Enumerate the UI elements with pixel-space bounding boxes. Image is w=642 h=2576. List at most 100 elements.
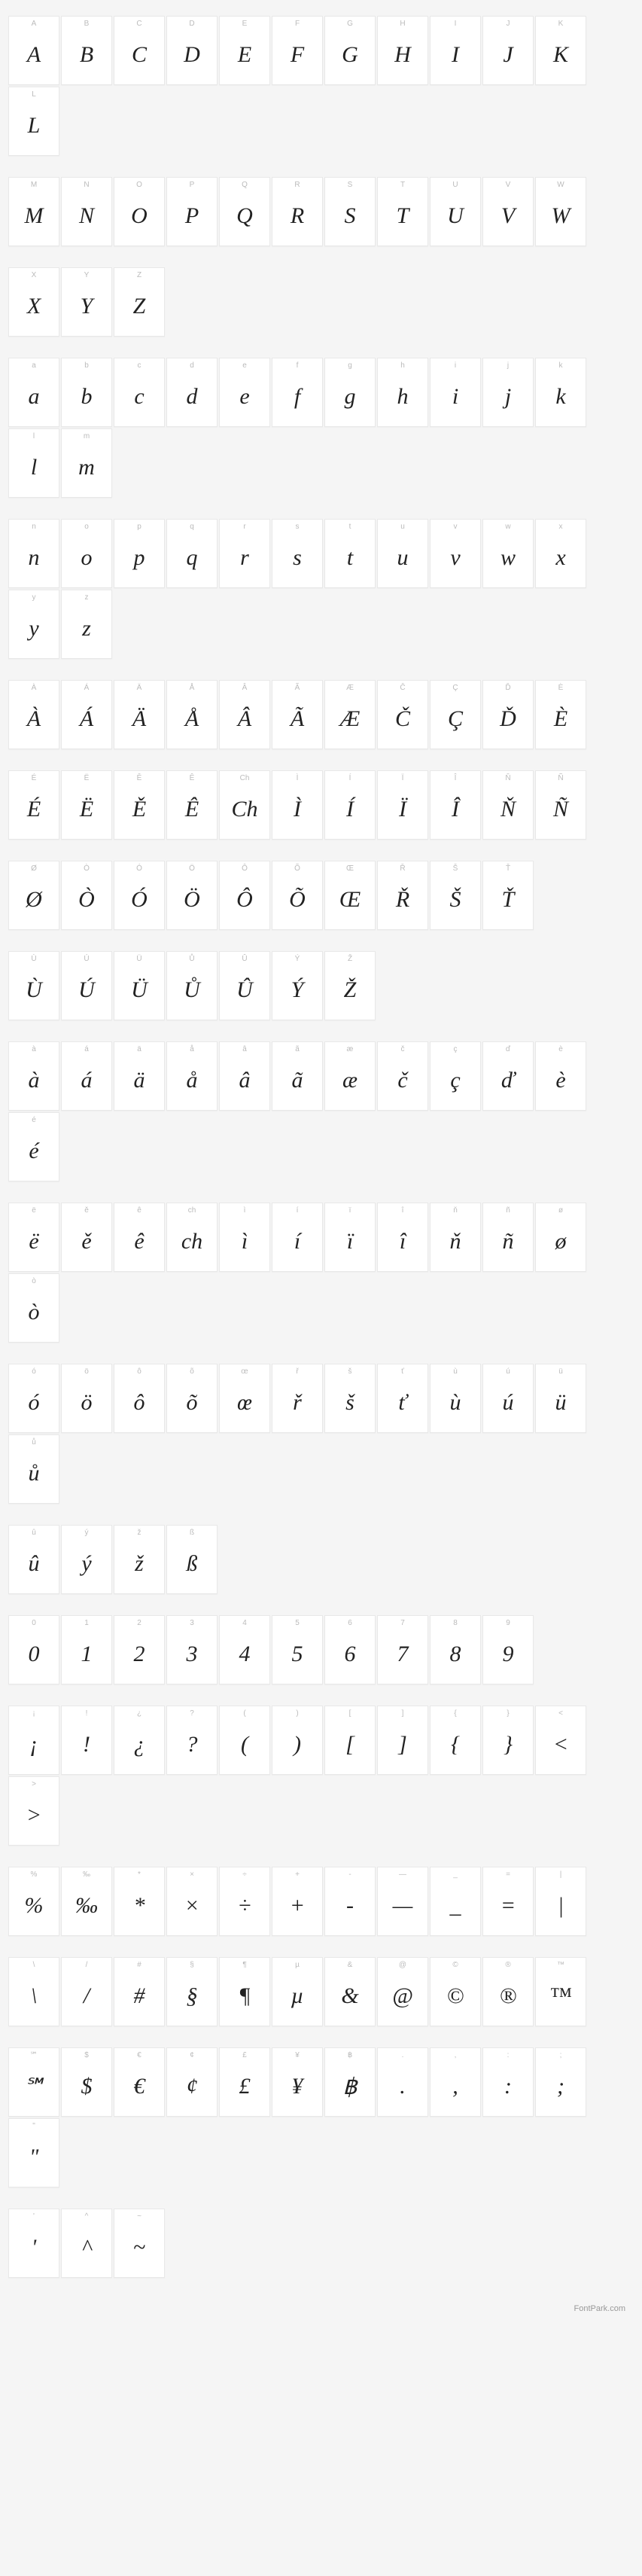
glyph-grid: AABBCCDDEEFFGGHHIIJJKKLLMMNNOOPPQQRRSSTT… bbox=[8, 15, 634, 2298]
glyph-cell: —— bbox=[377, 1867, 428, 1936]
glyph-cell: ÖÖ bbox=[166, 861, 218, 930]
glyph-char: Ì bbox=[272, 786, 322, 839]
glyph-cell: ûû bbox=[8, 1525, 59, 1594]
glyph-label: ň bbox=[431, 1203, 480, 1218]
footer-credit: FontPark.com bbox=[8, 2298, 634, 2313]
glyph-label: K bbox=[536, 17, 586, 32]
glyph-char: ' bbox=[9, 2224, 59, 2277]
glyph-cell: ÅÅ bbox=[166, 680, 218, 749]
glyph-char: * bbox=[114, 1882, 164, 1935]
glyph-label: Æ bbox=[325, 681, 375, 696]
glyph-cell: rr bbox=[219, 519, 270, 588]
glyph-char: é bbox=[9, 1128, 59, 1181]
glyph-cell: << bbox=[535, 1706, 586, 1775]
glyph-cell: ^^ bbox=[61, 2209, 112, 2278]
glyph-cell: '' bbox=[8, 2209, 59, 2278]
glyph-char: 0 bbox=[9, 1631, 59, 1684]
glyph-cell: µµ bbox=[272, 1957, 323, 2026]
glyph-char: ü bbox=[536, 1379, 586, 1432]
glyph-cell: .. bbox=[377, 2047, 428, 2117]
glyph-label: _ bbox=[431, 1867, 480, 1882]
glyph-row: ØØÒÒÓÓÖÖÔÔÕÕŒŒŘŘŠŠŤŤ bbox=[8, 860, 634, 931]
glyph-cell: ÷÷ bbox=[219, 1867, 270, 1936]
glyph-cell: II bbox=[430, 16, 481, 85]
glyph-cell: TT bbox=[377, 177, 428, 246]
glyph-cell: CC bbox=[114, 16, 165, 85]
glyph-char: H bbox=[378, 32, 427, 84]
glyph-label: î bbox=[378, 1203, 427, 1218]
glyph-cell: RR bbox=[272, 177, 323, 246]
glyph-cell: ťť bbox=[377, 1364, 428, 1433]
glyph-label: Õ bbox=[272, 861, 322, 876]
glyph-cell: $$ bbox=[61, 2047, 112, 2117]
glyph-cell: KK bbox=[535, 16, 586, 85]
glyph-cell: ÊÊ bbox=[166, 770, 218, 840]
glyph-char: q bbox=[167, 535, 217, 587]
glyph-char: ě bbox=[62, 1218, 111, 1271]
glyph-char: Û bbox=[220, 967, 269, 1020]
glyph-char: œ bbox=[220, 1379, 269, 1432]
glyph-cell: ©© bbox=[430, 1957, 481, 2026]
glyph-char: Ä bbox=[114, 696, 164, 748]
glyph-cell: ŘŘ bbox=[377, 861, 428, 930]
glyph-label: ¢ bbox=[167, 2048, 217, 2063]
glyph-char: í bbox=[272, 1218, 322, 1271]
glyph-char: Ø bbox=[9, 876, 59, 929]
glyph-char: # bbox=[114, 1973, 164, 2026]
glyph-cell: ÏÏ bbox=[377, 770, 428, 840]
glyph-label: 1 bbox=[62, 1616, 111, 1631]
glyph-cell: YY bbox=[61, 267, 112, 337]
glyph-cell: øø bbox=[535, 1203, 586, 1272]
glyph-label: ~ bbox=[114, 2209, 164, 2224]
glyph-cell: ÚÚ bbox=[61, 951, 112, 1020]
glyph-label: 4 bbox=[220, 1616, 269, 1631]
glyph-label: 0 bbox=[9, 1616, 59, 1631]
glyph-cell: nn bbox=[8, 519, 59, 588]
glyph-char: Ò bbox=[62, 876, 111, 929]
glyph-char: k bbox=[536, 373, 586, 426]
glyph-char: w bbox=[483, 535, 533, 587]
glyph-label: Ř bbox=[378, 861, 427, 876]
glyph-char: p bbox=[114, 535, 164, 587]
glyph-cell: SS bbox=[324, 177, 376, 246]
glyph-char: õ bbox=[167, 1379, 217, 1432]
glyph-char: 3 bbox=[167, 1631, 217, 1684]
glyph-char: ú bbox=[483, 1379, 533, 1432]
glyph-cell: !! bbox=[61, 1706, 112, 1775]
glyph-cell: ££ bbox=[219, 2047, 270, 2117]
glyph-cell: 11 bbox=[61, 1615, 112, 1684]
glyph-cell: ÁÁ bbox=[61, 680, 112, 749]
glyph-label: < bbox=[536, 1706, 586, 1721]
glyph-label: Ý bbox=[272, 952, 322, 967]
glyph-label: ç bbox=[431, 1042, 480, 1057]
glyph-cell: 55 bbox=[272, 1615, 323, 1684]
glyph-label: ï bbox=[325, 1203, 375, 1218]
glyph-cell: ŒŒ bbox=[324, 861, 376, 930]
glyph-char: - bbox=[325, 1882, 375, 1935]
glyph-label: Ê bbox=[167, 771, 217, 786]
glyph-label: S bbox=[325, 178, 375, 193]
glyph-cell: řř bbox=[272, 1364, 323, 1433]
glyph-char: Ch bbox=[220, 786, 269, 839]
glyph-char: È bbox=[536, 696, 586, 748]
glyph-label: | bbox=[536, 1867, 586, 1882]
glyph-cell: ÓÓ bbox=[114, 861, 165, 930]
glyph-cell: ŽŽ bbox=[324, 951, 376, 1020]
glyph-row: ''^^~~ bbox=[8, 2208, 634, 2279]
glyph-char: : bbox=[483, 2063, 533, 2116]
glyph-label: $ bbox=[62, 2048, 111, 2063]
glyph-label: æ bbox=[325, 1042, 375, 1057]
glyph-char: b bbox=[62, 373, 111, 426]
glyph-label: ? bbox=[167, 1706, 217, 1721]
glyph-label: J bbox=[483, 17, 533, 32]
glyph-char: Õ bbox=[272, 876, 322, 929]
glyph-label: B bbox=[62, 17, 111, 32]
glyph-label: h bbox=[378, 358, 427, 373]
glyph-cell: ÍÍ bbox=[324, 770, 376, 840]
glyph-label: ó bbox=[9, 1364, 59, 1379]
glyph-label: . bbox=[378, 2048, 427, 2063]
glyph-char: , bbox=[431, 2063, 480, 2116]
glyph-char: Í bbox=[325, 786, 375, 839]
glyph-char: M bbox=[9, 193, 59, 245]
glyph-cell: íí bbox=[272, 1203, 323, 1272]
